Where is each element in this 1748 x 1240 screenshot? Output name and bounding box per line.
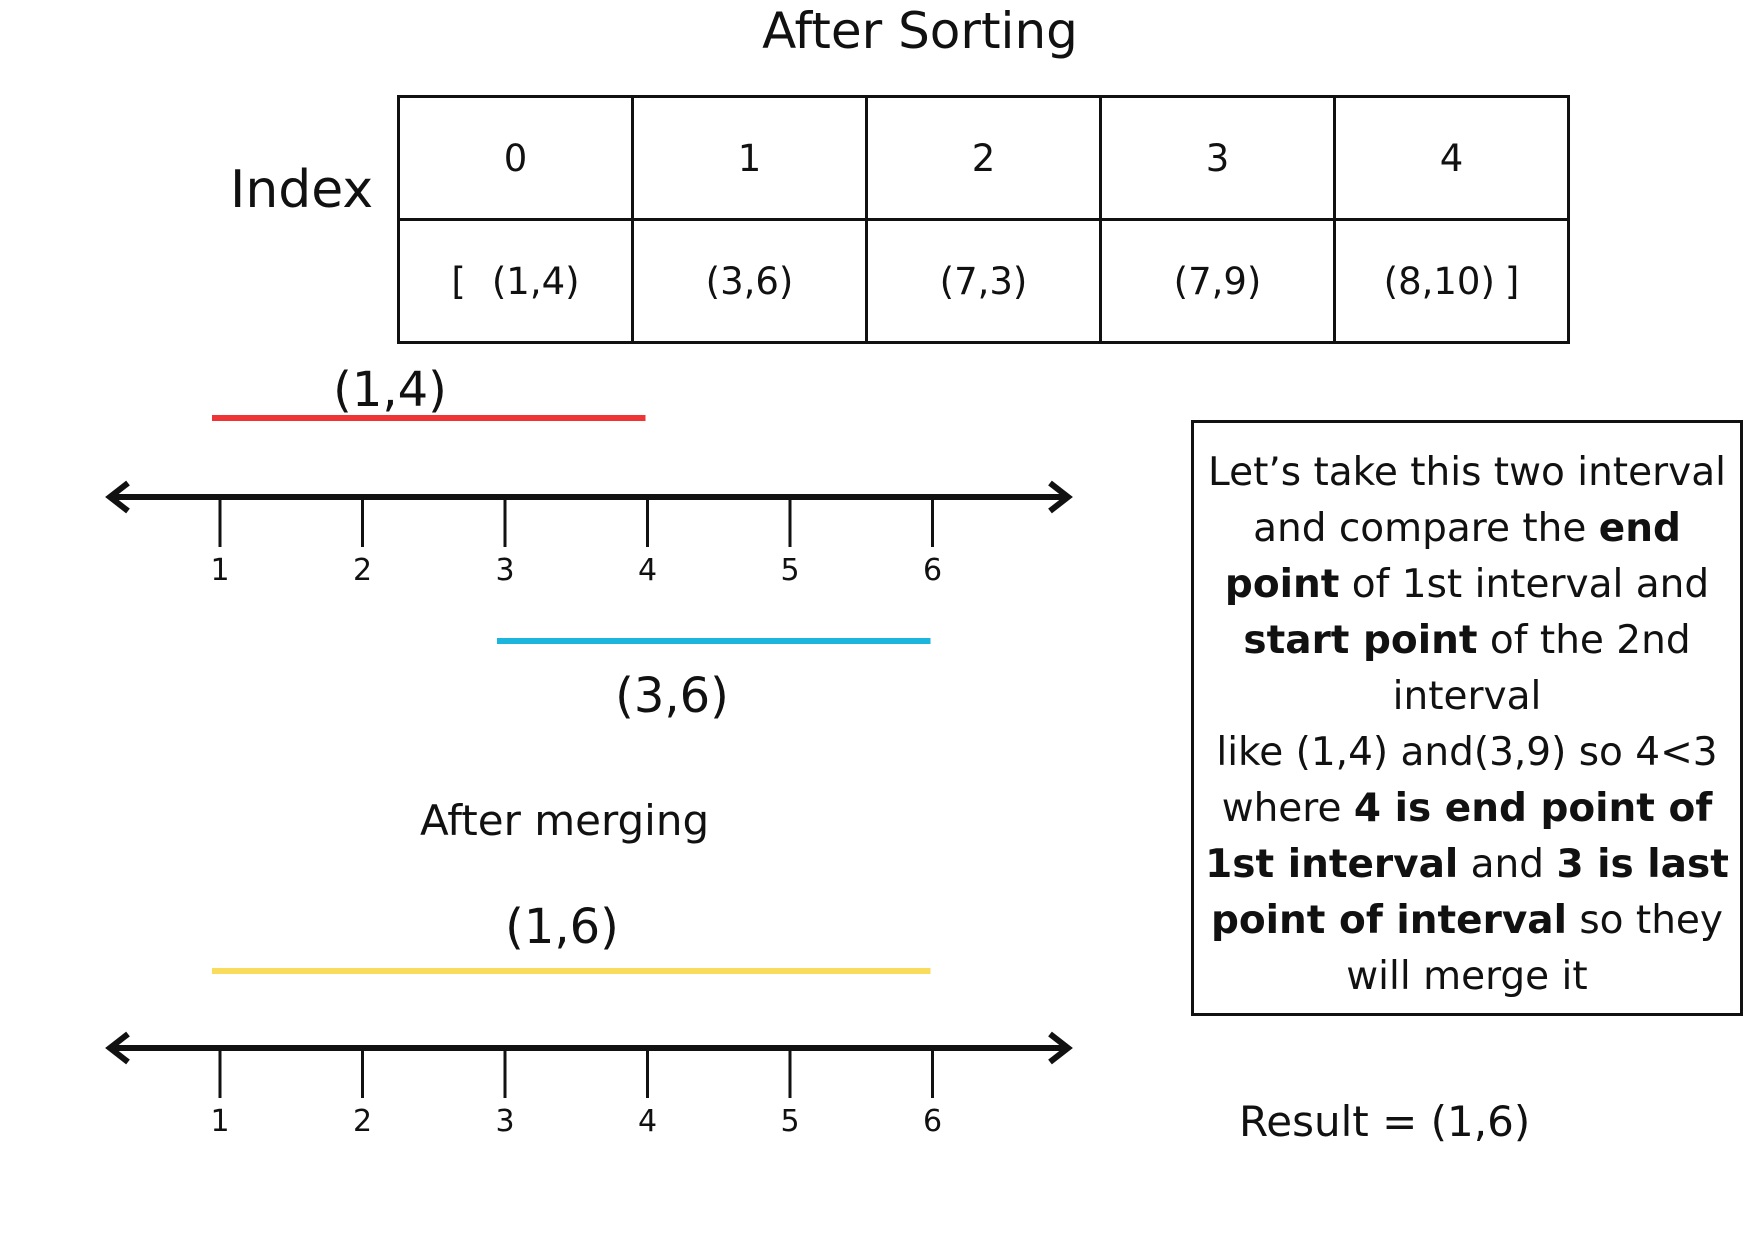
value-cell: (7,9) <box>1099 218 1336 344</box>
page-title: After Sorting <box>762 2 1078 60</box>
index-label: Index <box>230 160 374 220</box>
note-bold: 3 is last point of interval <box>1210 842 1729 943</box>
right-arrow-icon <box>1048 1031 1073 1065</box>
value-cell: (7,3) <box>865 218 1102 344</box>
right-arrow-icon <box>1048 480 1073 514</box>
tick-label: 5 <box>780 553 799 588</box>
note-bold: start point <box>1243 618 1478 663</box>
result-text: Result = (1,6) <box>1239 1097 1531 1146</box>
tick-label: 6 <box>923 1104 942 1139</box>
note-bold: end point <box>1224 506 1681 607</box>
tick-label: 1 <box>210 1104 229 1139</box>
note-bold: 4 is end point of 1st interval <box>1205 786 1713 887</box>
tick-label: 6 <box>923 553 942 588</box>
note-text: of 1st interval and <box>1339 562 1710 607</box>
index-cell: 0 <box>397 95 634 221</box>
index-cell: 3 <box>1099 95 1336 221</box>
value-text: (7,3) <box>939 259 1028 303</box>
open-bracket: [ <box>451 259 466 303</box>
index-cell: 2 <box>865 95 1102 221</box>
index-cell: 4 <box>1333 95 1570 221</box>
note-text: and <box>1458 842 1557 887</box>
value-cell: [ (1,4) <box>397 218 634 344</box>
left-arrow-icon <box>105 480 130 514</box>
tick-label: 4 <box>638 553 657 588</box>
merge-title: After merging <box>420 796 710 845</box>
tick-label: 3 <box>495 553 514 588</box>
tick-label: 1 <box>210 553 229 588</box>
note-text: so they will merge it <box>1346 898 1724 999</box>
index-cell: 1 <box>631 95 868 221</box>
array-table: 0 1 2 3 4 [ (1,4) (3,6) (7,3) (7,9) (8,10… <box>397 95 1570 344</box>
note-text: Let’s take this two interval and compare… <box>1208 450 1726 551</box>
value-text: (1,4) <box>491 259 580 303</box>
tick-label: 4 <box>638 1104 657 1139</box>
value-cell: (8,10)] <box>1333 218 1570 344</box>
tick-label: 5 <box>780 1104 799 1139</box>
note-text: like (1,4) and(3,9) so 4<3 where <box>1216 730 1718 831</box>
index-row: 0 1 2 3 4 <box>397 95 1570 221</box>
value-text: (8,10) <box>1383 259 1495 303</box>
interval-label: (1,6) <box>505 899 619 955</box>
tick-label: 2 <box>353 1104 372 1139</box>
tick-label: 2 <box>353 553 372 588</box>
interval-label: (3,6) <box>615 668 729 724</box>
value-text: (3,6) <box>705 259 794 303</box>
interval-label: (1,4) <box>333 362 447 418</box>
left-arrow-icon <box>105 1031 130 1065</box>
value-row: [ (1,4) (3,6) (7,3) (7,9) (8,10)] <box>397 218 1570 344</box>
explanation-box: Let’s take this two interval and compare… <box>1191 420 1743 1016</box>
close-bracket: ] <box>1504 259 1520 303</box>
note-text: of the 2nd interval <box>1392 618 1691 719</box>
value-cell: (3,6) <box>631 218 868 344</box>
value-text: (7,9) <box>1173 259 1262 303</box>
tick-label: 3 <box>495 1104 514 1139</box>
